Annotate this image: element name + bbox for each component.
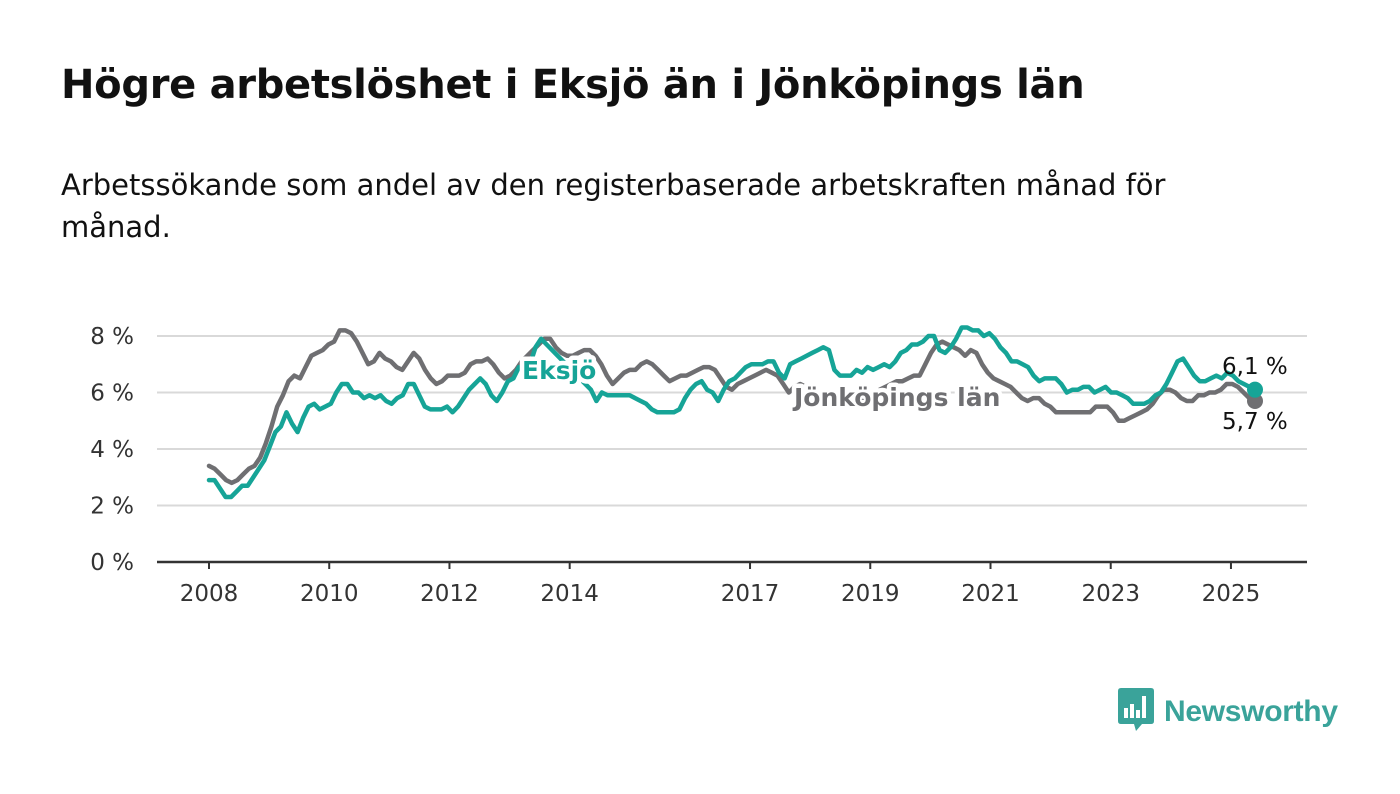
x-axis-tick-labels: 2008 2010 2012 2014 2017 2019 2021 2023 2025 [180,562,1261,607]
newsworthy-brand[interactable]: Newsworthy [1118,688,1338,736]
x-tick-label: 2014 [540,581,599,607]
series-lines [206,325,1263,500]
jonkopings-lan-end-value-label: 5,7 % [1222,409,1288,435]
x-tick-label: 2023 [1081,581,1140,607]
x-tick-label: 2019 [841,581,900,607]
y-tick-label: 4 % [90,437,134,463]
jonkopings-lan-line [206,328,1258,486]
chart-title: Högre arbetslöshet i Eksjö än i Jönköpin… [61,62,1085,108]
newsworthy-logo-icon [1118,688,1154,736]
jonkopings-lan-end-point [1247,392,1263,409]
y-tick-label: 0 % [90,550,134,576]
jonkopings-lan-series-label: Jönköpings län [792,383,1000,412]
gridlines [157,335,1307,507]
brand-name: Newsworthy [1164,695,1338,728]
x-tick-label: 2017 [721,581,780,607]
x-tick-label: 2008 [180,581,239,607]
y-tick-label: 6 % [90,381,134,407]
eksjo-end-point [1247,381,1263,398]
x-tick-label: 2010 [300,581,359,607]
y-tick-label: 8 % [90,324,134,350]
x-tick-label: 2012 [420,581,479,607]
eksjo-end-value-label: 6,1 % [1222,354,1288,380]
chart-subtitle: Arbetssökande som andel av den registerb… [61,168,1166,244]
series-labels: Eksjö Jönköpings län 6,1 % 5,7 % [518,352,1288,436]
y-axis-tick-labels: 0 % 2 % 4 % 6 % 8 % [90,324,134,576]
y-tick-label: 2 % [90,494,134,520]
eksjo-series-label: Eksjö [522,356,596,385]
eksjo-line [206,325,1258,500]
x-tick-label: 2025 [1202,581,1261,607]
x-tick-label: 2021 [961,581,1020,607]
